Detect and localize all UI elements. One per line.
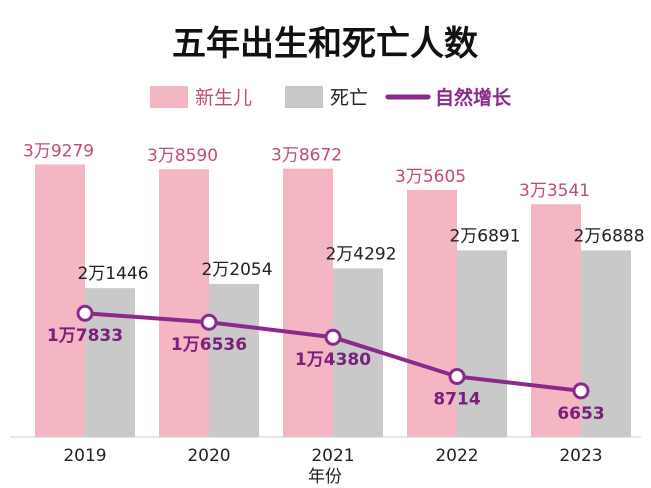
growth-line-group: 1万7833 1万6536 1万4380 8714 6653 xyxy=(47,304,605,424)
bar-deaths-2023 xyxy=(581,250,631,437)
x-tick-2023: 2023 xyxy=(559,446,602,466)
bar-births-2020 xyxy=(159,169,209,437)
x-tick-labels: 2019 2020 2021 2022 2023 xyxy=(63,446,602,466)
x-tick-2021: 2021 xyxy=(311,446,354,466)
bar-labels-group: 3万9279 2万1446 3万8590 2万2054 3万8672 2万4292 3万56… xyxy=(23,141,645,284)
label-growth-2019: 1万7833 xyxy=(47,326,123,346)
label-deaths-2019: 2万1446 xyxy=(77,264,148,284)
label-deaths-2021: 2万4292 xyxy=(325,244,396,264)
bar-births-2021 xyxy=(283,168,333,437)
legend-label-births: 新生儿 xyxy=(195,87,252,109)
x-tick-2022: 2022 xyxy=(435,446,478,466)
label-growth-2023: 6653 xyxy=(557,404,604,424)
bar-births-2023 xyxy=(531,204,581,437)
label-deaths-2022: 2万6891 xyxy=(449,226,520,246)
x-tick-2019: 2019 xyxy=(63,446,106,466)
label-deaths-2020: 2万2054 xyxy=(201,260,272,280)
chart-title: 五年出生和死亡人数 xyxy=(172,24,478,64)
growth-point-2022 xyxy=(448,368,466,386)
label-growth-2022: 8714 xyxy=(433,390,480,410)
label-births-2022: 3万5605 xyxy=(395,167,466,187)
growth-point-2020 xyxy=(200,313,218,331)
legend-label-deaths: 死亡 xyxy=(330,87,368,109)
label-births-2020: 3万8590 xyxy=(147,146,218,166)
label-births-2019: 3万9279 xyxy=(23,141,94,161)
x-axis-title: 年份 xyxy=(308,467,342,487)
label-growth-2021: 1万4380 xyxy=(295,350,371,370)
label-births-2023: 3万3541 xyxy=(519,181,590,201)
legend: 新生儿 死亡 自然增长 xyxy=(150,86,512,109)
bar-births-2019 xyxy=(35,164,85,437)
x-tick-2020: 2020 xyxy=(187,446,230,466)
bar-births-2022 xyxy=(407,189,457,437)
bar-deaths-2020 xyxy=(209,283,259,437)
legend-swatch-deaths xyxy=(285,86,323,108)
label-births-2021: 3万8672 xyxy=(271,146,342,166)
growth-point-2021 xyxy=(324,328,342,346)
growth-point-2023 xyxy=(572,382,590,400)
bars-group xyxy=(35,164,631,437)
growth-point-2019 xyxy=(76,304,94,322)
bar-deaths-2021 xyxy=(333,268,383,437)
legend-swatch-births xyxy=(150,86,188,108)
bar-deaths-2022 xyxy=(457,250,507,437)
label-deaths-2023: 2万6888 xyxy=(573,226,644,246)
legend-label-growth: 自然增长 xyxy=(435,86,512,109)
label-growth-2020: 1万6536 xyxy=(171,335,247,355)
